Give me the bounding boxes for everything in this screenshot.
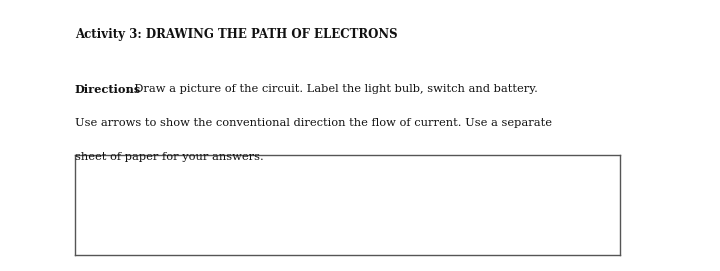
Text: Activity 3: DRAWING THE PATH OF ELECTRONS: Activity 3: DRAWING THE PATH OF ELECTRON…	[75, 28, 397, 41]
Text: sheet of paper for your answers.: sheet of paper for your answers.	[75, 152, 264, 162]
Text: : Draw a picture of the circuit. Label the light bulb, switch and battery.: : Draw a picture of the circuit. Label t…	[127, 84, 539, 94]
Text: Directions: Directions	[75, 84, 141, 95]
Text: Use arrows to show the conventional direction the flow of current. Use a separat: Use arrows to show the conventional dire…	[75, 118, 552, 128]
